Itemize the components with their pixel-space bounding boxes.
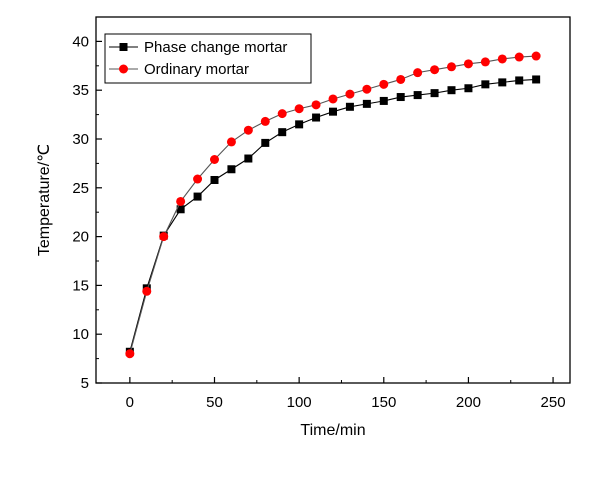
y-axis-title: Temperature/℃ — [36, 144, 53, 256]
data-point — [379, 96, 388, 105]
data-point — [210, 154, 219, 164]
data-point — [464, 84, 473, 93]
x-tick-label: 50 — [206, 394, 223, 411]
y-tick-label: 35 — [72, 82, 89, 99]
x-tick-label: 200 — [456, 394, 481, 411]
data-point — [261, 138, 270, 147]
data-point — [447, 62, 456, 72]
data-point — [345, 89, 355, 99]
y-tick-label: 25 — [72, 180, 89, 197]
data-point — [260, 116, 270, 126]
x-tick-label: 0 — [126, 394, 134, 411]
data-point — [497, 54, 507, 64]
data-point — [430, 89, 439, 98]
data-point — [413, 68, 423, 78]
data-point — [328, 94, 338, 104]
legend-label-ordinary: Ordinary mortar — [144, 61, 249, 78]
legend-marker-ordinary — [119, 64, 128, 74]
x-tick-label: 250 — [541, 394, 566, 411]
data-point — [345, 102, 354, 111]
data-point — [498, 78, 507, 87]
data-point — [413, 91, 422, 100]
data-point — [226, 137, 236, 147]
data-point — [278, 128, 287, 137]
data-point — [277, 109, 287, 119]
data-point — [210, 175, 219, 184]
data-point — [227, 165, 236, 174]
data-point — [311, 100, 321, 110]
y-tick-label: 30 — [72, 131, 89, 148]
data-point — [243, 125, 253, 135]
y-tick-label: 15 — [72, 277, 89, 294]
y-tick-label: 20 — [72, 229, 89, 246]
y-tick-label: 5 — [81, 375, 89, 392]
data-point — [447, 86, 456, 95]
data-point — [312, 113, 321, 122]
data-point — [159, 232, 169, 242]
data-point — [396, 74, 406, 84]
x-axis-ticks: 0 50 100 150 200 250 — [126, 377, 566, 411]
data-point — [532, 75, 541, 84]
data-point — [514, 52, 524, 62]
x-tick-label: 150 — [371, 394, 396, 411]
y-tick-label: 40 — [72, 33, 89, 50]
data-point — [329, 107, 337, 116]
data-point — [244, 154, 253, 163]
data-point — [142, 286, 152, 296]
data-point — [430, 65, 440, 75]
data-point — [176, 205, 185, 214]
data-point — [463, 59, 473, 69]
series-layer — [125, 51, 541, 359]
series-2 — [125, 51, 541, 359]
y-axis-ticks: 5 10 15 20 25 30 35 40 — [72, 33, 102, 392]
legend: Phase change mortar Ordinary mortar — [104, 33, 312, 84]
data-point — [481, 80, 490, 89]
data-point — [515, 76, 524, 85]
data-point — [294, 104, 304, 114]
data-point — [379, 79, 389, 89]
series-1 — [125, 75, 541, 356]
plot-frame — [95, 16, 571, 384]
legend-label-phase-change: Phase change mortar — [144, 39, 287, 56]
y-tick-label: 10 — [72, 326, 89, 343]
data-point — [531, 51, 541, 61]
legend-box — [104, 33, 312, 84]
data-point — [396, 93, 405, 102]
data-point — [295, 120, 304, 129]
x-tick-label: 100 — [287, 394, 312, 411]
series-line — [129, 78, 537, 352]
data-point — [480, 57, 490, 67]
data-point — [176, 196, 186, 206]
legend-marker-phase-change — [119, 43, 128, 51]
x-axis-title: Time/min — [300, 422, 365, 439]
data-point — [125, 349, 135, 359]
data-point — [193, 192, 202, 201]
data-point — [193, 174, 203, 184]
data-point — [362, 84, 372, 94]
data-point — [362, 99, 371, 108]
